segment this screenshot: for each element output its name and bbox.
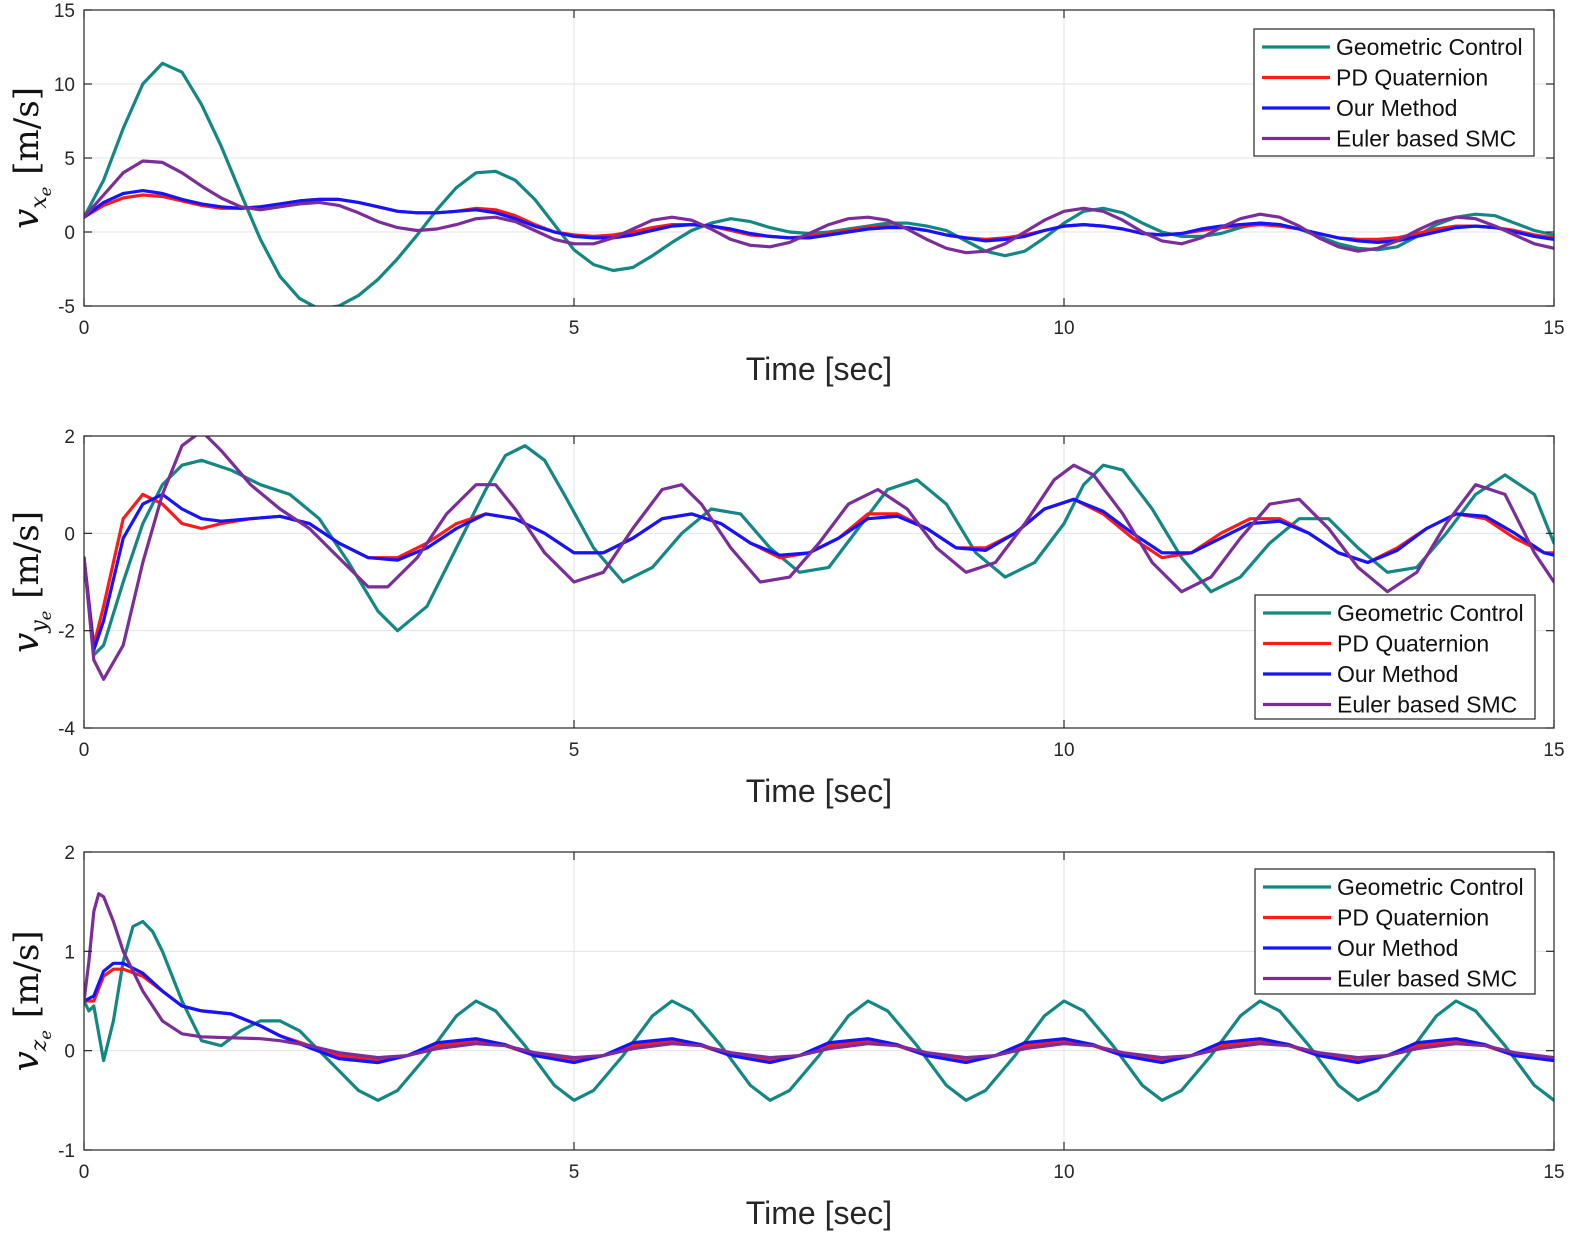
- series-line-our-method: [84, 961, 1554, 1065]
- y-tick-label: -1: [58, 1141, 75, 1162]
- x-tick-label: 5: [569, 318, 580, 339]
- x-tick-label: 15: [1543, 740, 1564, 761]
- legend-label: Our Method: [1337, 661, 1458, 687]
- y-axis-label: vxe[m/s]: [6, 87, 55, 229]
- legend: Geometric Control PD Quaternion Our Method…: [1253, 28, 1535, 157]
- x-tick-label: 10: [1053, 1162, 1074, 1183]
- legend-label: Our Method: [1337, 935, 1458, 961]
- y-tick-label: 0: [64, 524, 75, 545]
- x-axis-label: Time [sec]: [746, 773, 892, 809]
- x-tick-label: 0: [79, 1162, 90, 1183]
- y-tick-label: 1: [64, 942, 75, 963]
- legend-label: Euler based SMC: [1337, 966, 1517, 992]
- series-line-euler-based-smc: [84, 892, 1554, 1060]
- y-axis-label: vye[m/s]: [6, 511, 55, 653]
- x-tick-label: 10: [1053, 318, 1074, 339]
- x-tick-label: 10: [1053, 740, 1074, 761]
- axes-box: [83, 851, 1555, 1151]
- y-tick-label: 2: [64, 427, 75, 448]
- y-tick-label: -4: [58, 719, 75, 740]
- series-line-euler-based-smc: [84, 159, 1554, 255]
- legend-box: [1253, 28, 1535, 157]
- x-axis-label: Time [sec]: [746, 351, 892, 387]
- legend-box: [1254, 594, 1536, 720]
- legend-label: PD Quaternion: [1336, 65, 1488, 91]
- legend: Geometric Control PD Quaternion Our Method…: [1254, 594, 1536, 720]
- x-axis-label: Time [sec]: [746, 1195, 892, 1231]
- x-tick-label: 5: [569, 1162, 580, 1183]
- x-tick-label: 15: [1543, 1162, 1564, 1183]
- y-tick-label: 2: [64, 843, 75, 864]
- legend-label: PD Quaternion: [1337, 905, 1489, 931]
- series-line-euler-based-smc: [84, 436, 1554, 681]
- series-line-our-method: [84, 492, 1554, 652]
- y-tick-label: 15: [54, 1, 75, 22]
- legend-label: Geometric Control: [1336, 34, 1523, 60]
- y-tick-label: 0: [64, 1042, 75, 1063]
- y-tick-label: 10: [54, 75, 75, 96]
- series-line-geometric-control: [84, 919, 1554, 1102]
- x-tick-label: 0: [79, 318, 90, 339]
- y-tick-label: -5: [58, 297, 75, 318]
- x-tick-label: 0: [79, 740, 90, 761]
- legend-box: [1254, 868, 1536, 995]
- legend-label: Geometric Control: [1337, 874, 1524, 900]
- y-tick-label: -2: [58, 622, 75, 643]
- y-tick-label: 0: [64, 223, 75, 244]
- x-tick-label: 5: [569, 740, 580, 761]
- y-tick-label: 5: [64, 149, 75, 170]
- legend: Geometric Control PD Quaternion Our Method…: [1254, 868, 1536, 995]
- y-axis-label: vze[m/s]: [6, 930, 55, 1071]
- legend-label: Euler based SMC: [1336, 126, 1516, 152]
- legend-label: Our Method: [1336, 95, 1457, 121]
- legend-label: PD Quaternion: [1337, 631, 1489, 657]
- legend-label: Geometric Control: [1337, 600, 1524, 626]
- chart-panel-2: 0 5 10 15 -4 -2 0 2 Time [sec] vye[m/s] Geometric …: [6, 427, 1565, 809]
- axes-box: [83, 435, 1555, 729]
- legend-label: Euler based SMC: [1337, 692, 1517, 718]
- x-tick-label: 15: [1543, 318, 1564, 339]
